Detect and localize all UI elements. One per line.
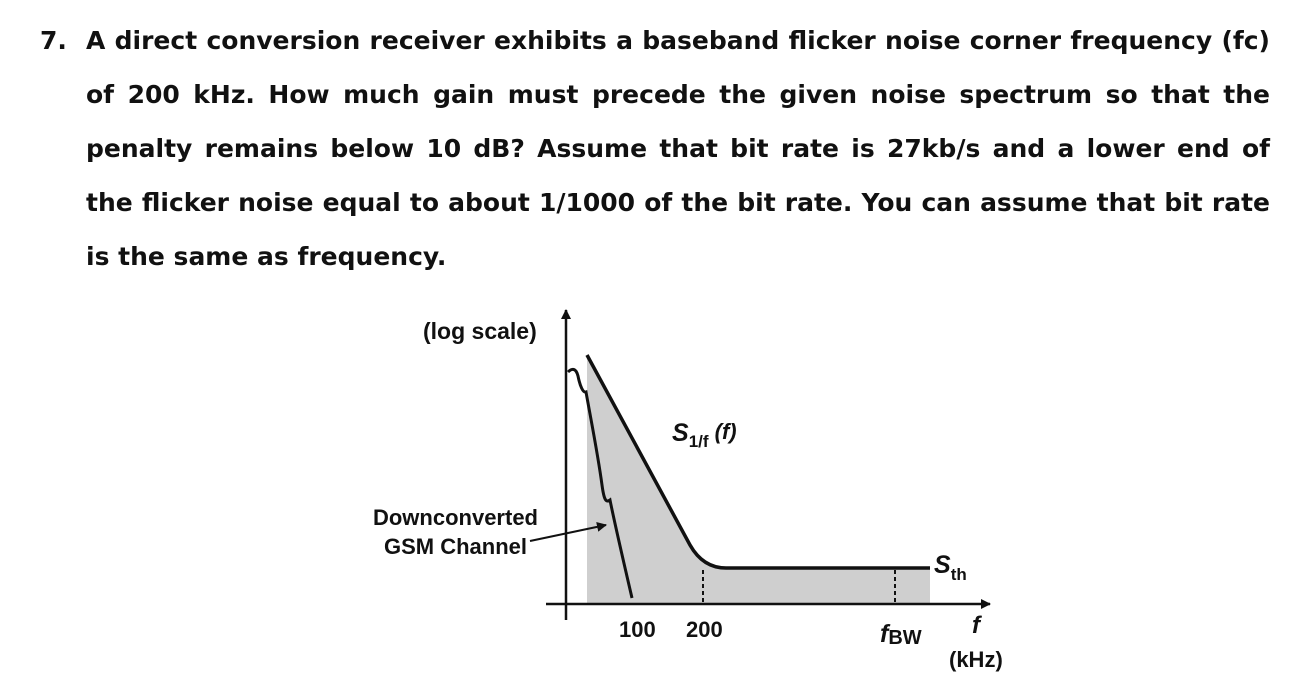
channel-label-arrow [529, 521, 607, 542]
noise-shaded-area [587, 355, 930, 604]
curve-label-sub: 1/f [689, 432, 709, 451]
y-axis-label: (log scale) [423, 318, 537, 344]
gsm-channel-curve [566, 367, 634, 599]
threshold-label-sub: th [951, 565, 967, 584]
fbw-label: fBW [880, 620, 922, 649]
x-axis-label: f [972, 612, 982, 639]
question-block: 7. A direct conversion receiver exhibits… [40, 14, 1270, 284]
threshold-label: Sth [934, 551, 967, 584]
curve-label: S1/f (f) [672, 419, 737, 451]
threshold-label-main: S [934, 551, 951, 579]
question-text: A direct conversion receiver exhibits a … [86, 26, 1270, 271]
fbw-label-sub: BW [888, 627, 921, 649]
channel-label-line1: Downconverted [373, 505, 538, 530]
question-number: 7. [40, 26, 67, 55]
curve-label-main: S [672, 419, 689, 447]
x-axis-unit: (kHz) [949, 647, 1003, 672]
channel-label-line2: GSM Channel [384, 534, 527, 559]
fbw-label-main: f [880, 620, 891, 648]
tick-label-200: 200 [686, 617, 723, 642]
tick-label-100: 100 [619, 617, 656, 642]
flicker-noise-curve [585, 354, 930, 570]
curve-label-arg: (f) [709, 419, 737, 444]
